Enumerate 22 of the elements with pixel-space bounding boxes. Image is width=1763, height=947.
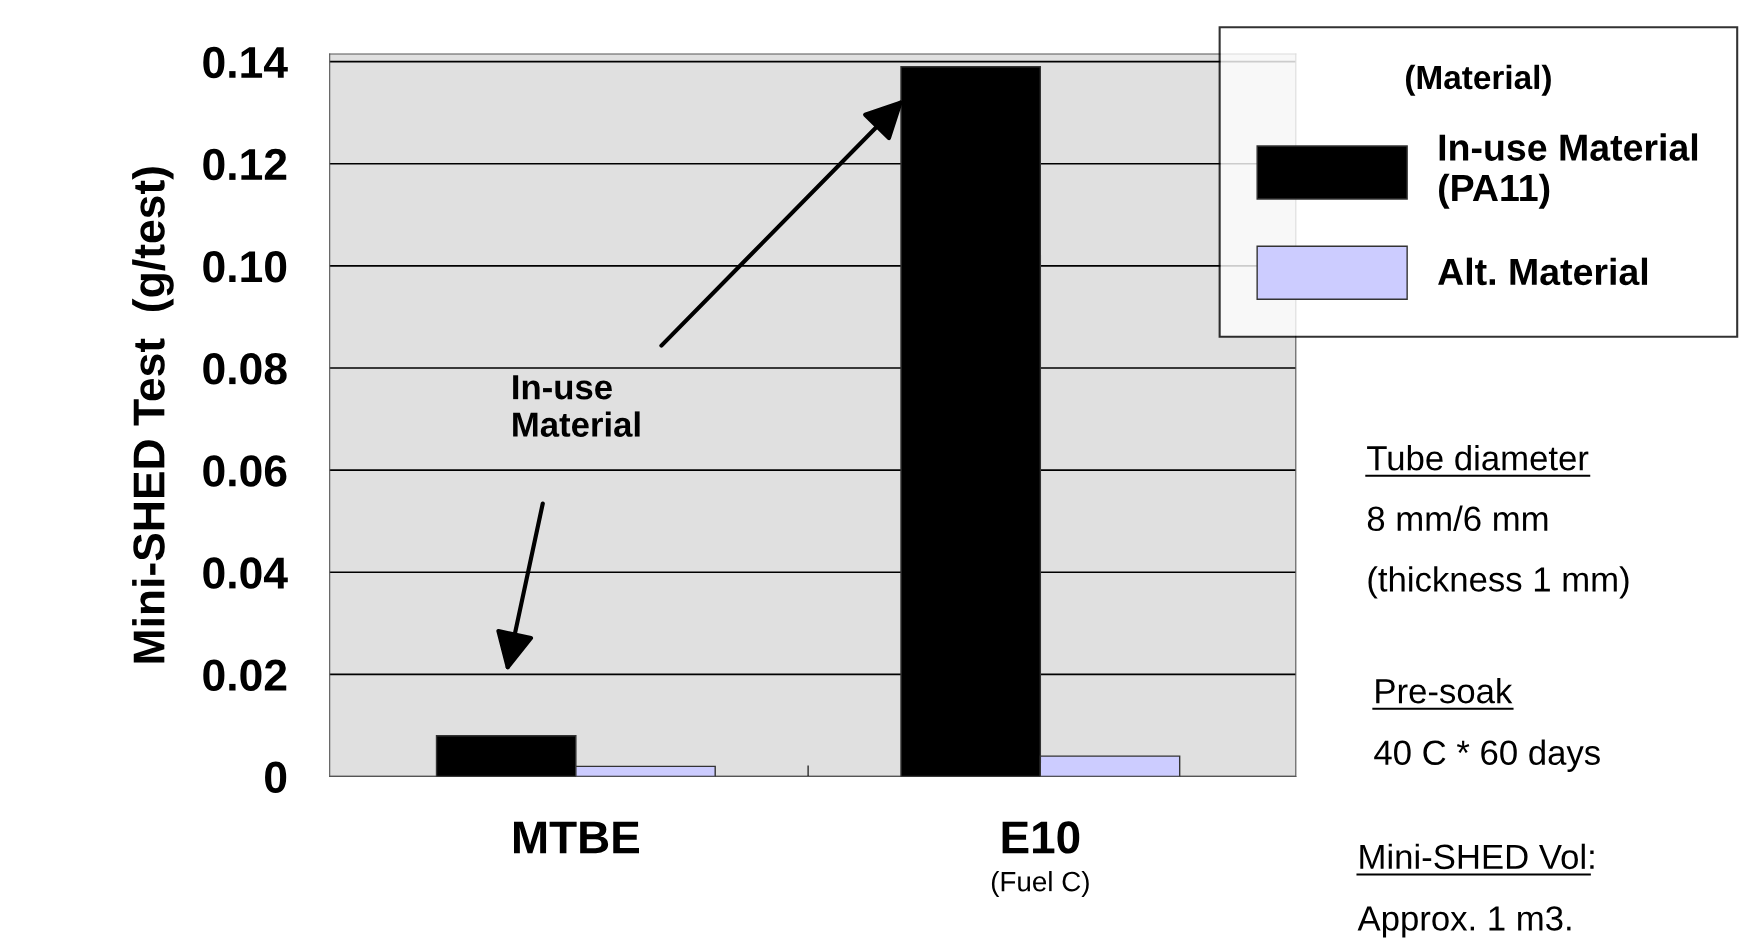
legend-title: (Material) [1406, 64, 1551, 96]
text: 40 C * 60 days [1374, 739, 1600, 772]
y-axis-title: Mini-SHED Test (g/test) [132, 167, 174, 663]
y-tick-label: 0.10 [203, 250, 287, 283]
text: 8 mm/6 mm [1367, 505, 1548, 532]
y-tick-label: 0.14 [203, 46, 288, 79]
legend-label: In-use Material (PA11) [1439, 133, 1698, 209]
text: Approx. 1 m3. [1357, 906, 1571, 938]
text: Tube diameter [1367, 445, 1589, 471]
text: Pre-soak [1376, 677, 1513, 704]
x-tick-label: E10 (Fuel C) [991, 821, 1089, 897]
y-tick-label: 0.02 [203, 659, 287, 691]
legend-label: Alt. Material [1438, 257, 1648, 286]
text: Mini-SHED Vol: [1360, 843, 1594, 870]
annotation: In-use Material [513, 375, 640, 437]
y-tick-label: 0.12 [203, 148, 287, 181]
text: (thickness 1 mm) [1368, 566, 1629, 599]
y-tick-label: 0.04 [203, 557, 288, 589]
y-tick-label: 0.08 [203, 353, 287, 385]
y-tick-label: 0.06 [203, 455, 287, 487]
x-tick-label: MTBE [514, 821, 639, 854]
y-tick-label: 0 [265, 761, 287, 794]
